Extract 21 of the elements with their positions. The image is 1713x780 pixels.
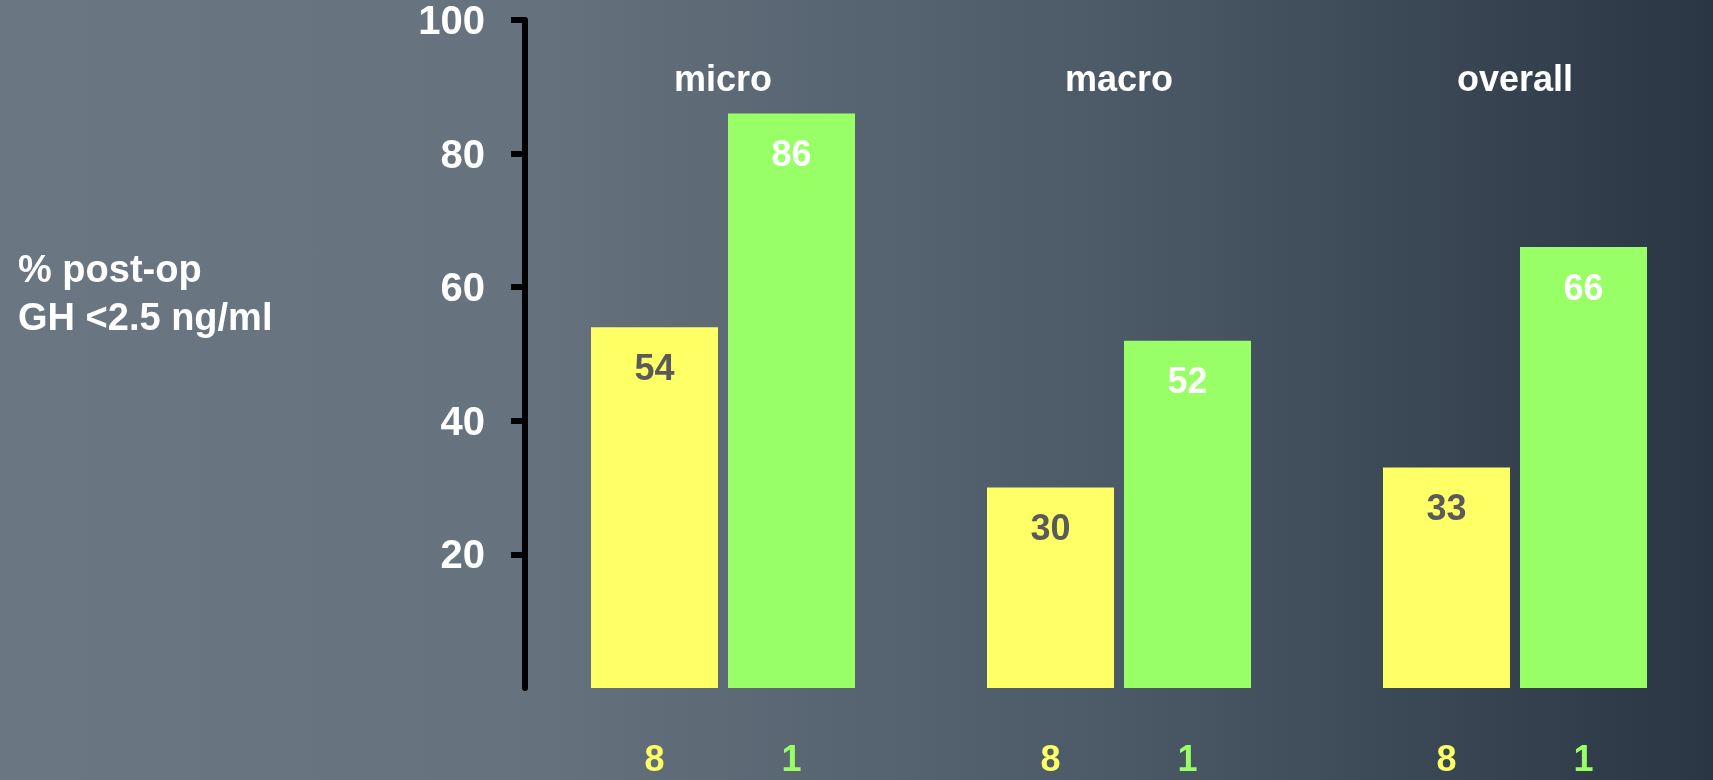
- y-tick-label: 100: [418, 0, 485, 42]
- y-tick-label: 60: [440, 265, 485, 310]
- data-label: 30: [1030, 507, 1071, 549]
- data-label: 86: [771, 133, 812, 175]
- x-tick-label: overall: [1456, 57, 1574, 99]
- text: 8: [1040, 737, 1061, 779]
- data-label: 54: [634, 346, 675, 388]
- y-axis-title: % post-op GH <2.5 ng/ml: [18, 248, 273, 338]
- text: 8: [1436, 737, 1457, 779]
- y-tick-label: 40: [440, 398, 485, 443]
- text: 1: [1177, 737, 1198, 779]
- y-tick-label: 80: [440, 131, 485, 176]
- text: 1: [1573, 737, 1594, 779]
- data-label: 52: [1167, 360, 1208, 402]
- x-tick-label: micro: [673, 57, 773, 99]
- series-label: 1: [781, 737, 802, 779]
- y-tick-label: 20: [440, 532, 485, 577]
- series-label: 8: [644, 737, 665, 779]
- data-label: 66: [1563, 266, 1604, 308]
- x-tick-label: macro: [1064, 57, 1174, 99]
- data-label: 33: [1426, 487, 1467, 529]
